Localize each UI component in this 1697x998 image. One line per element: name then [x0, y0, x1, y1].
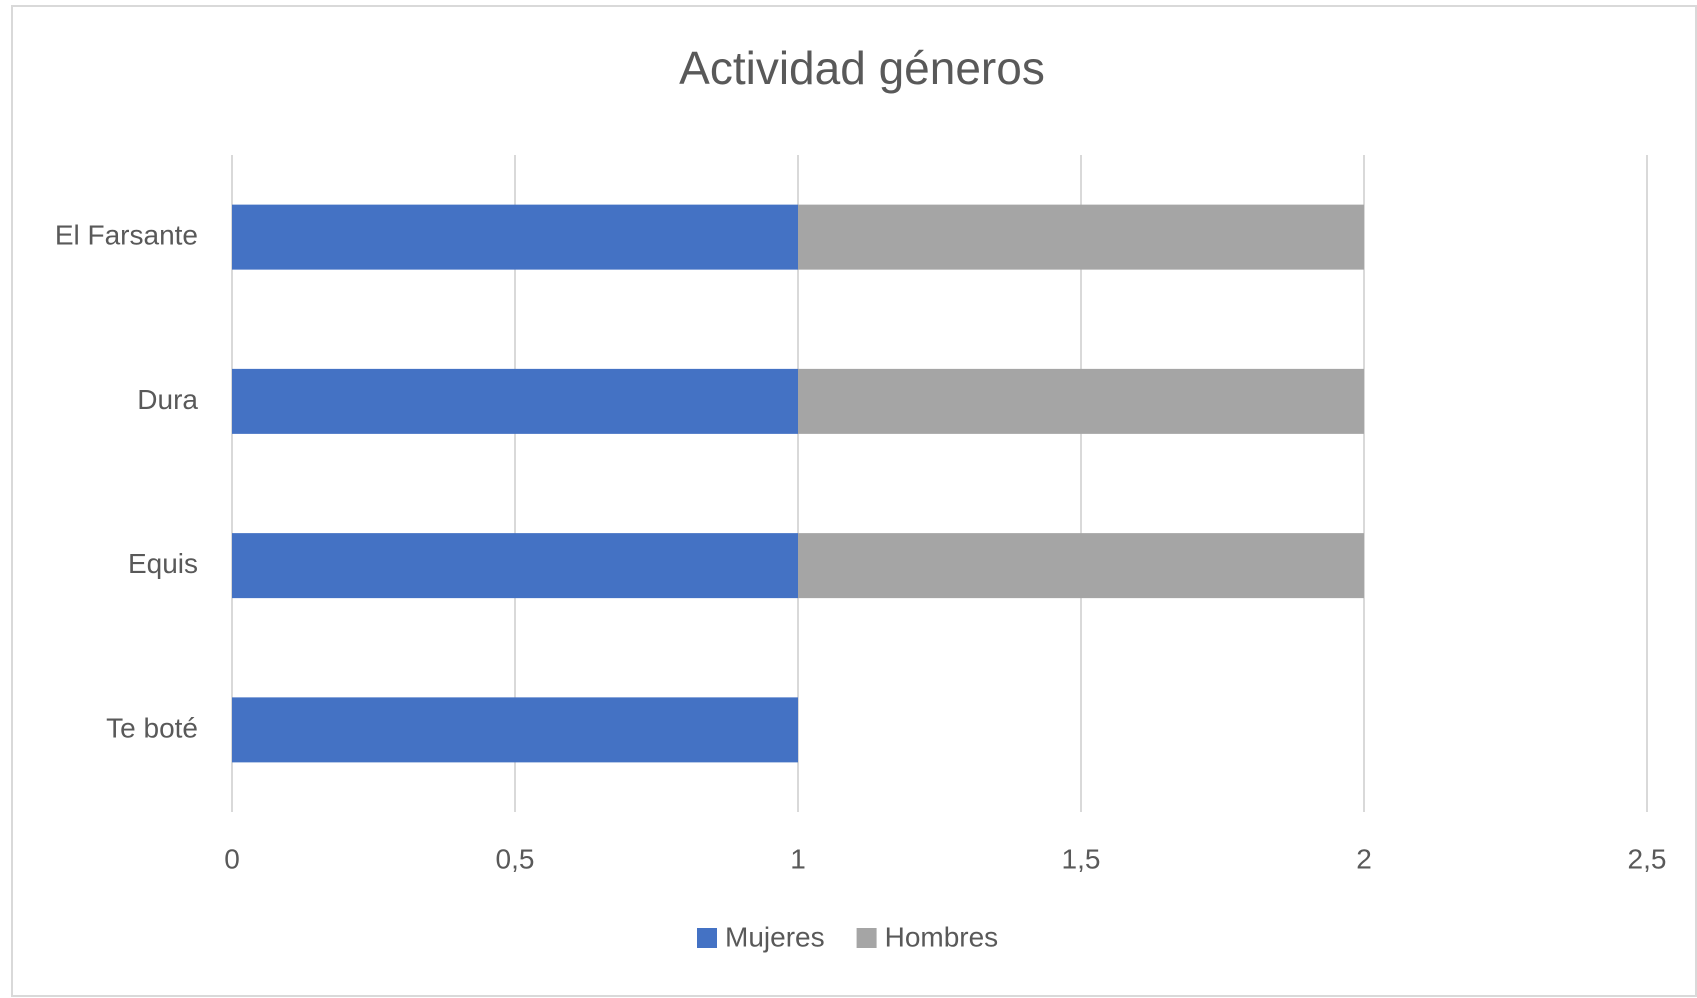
- x-tick-label: 1: [790, 843, 806, 874]
- bar: [798, 533, 1364, 599]
- x-tick-label: 2: [1356, 843, 1372, 874]
- x-tick-label: 1,5: [1062, 843, 1101, 874]
- bar: [232, 697, 798, 763]
- legend-label: Mujeres: [725, 921, 825, 952]
- legend-label: Hombres: [885, 921, 999, 952]
- chart-border: [11, 5, 1697, 997]
- chart-title: Actividad géneros: [679, 42, 1045, 94]
- bar: [798, 368, 1364, 434]
- x-tick-label: 0,5: [496, 843, 535, 874]
- legend-swatch: [697, 928, 717, 948]
- x-tick-label: 2,5: [1628, 843, 1667, 874]
- bar: [798, 204, 1364, 270]
- bar: [232, 368, 798, 434]
- bar: [232, 533, 798, 599]
- y-tick-label: El Farsante: [55, 220, 198, 251]
- bar: [232, 204, 798, 270]
- x-tick-label: 0: [224, 843, 240, 874]
- y-tick-label: Equis: [128, 548, 198, 579]
- legend-swatch: [856, 928, 877, 948]
- y-tick-label: Dura: [137, 384, 198, 415]
- y-tick-label: Te boté: [106, 712, 198, 743]
